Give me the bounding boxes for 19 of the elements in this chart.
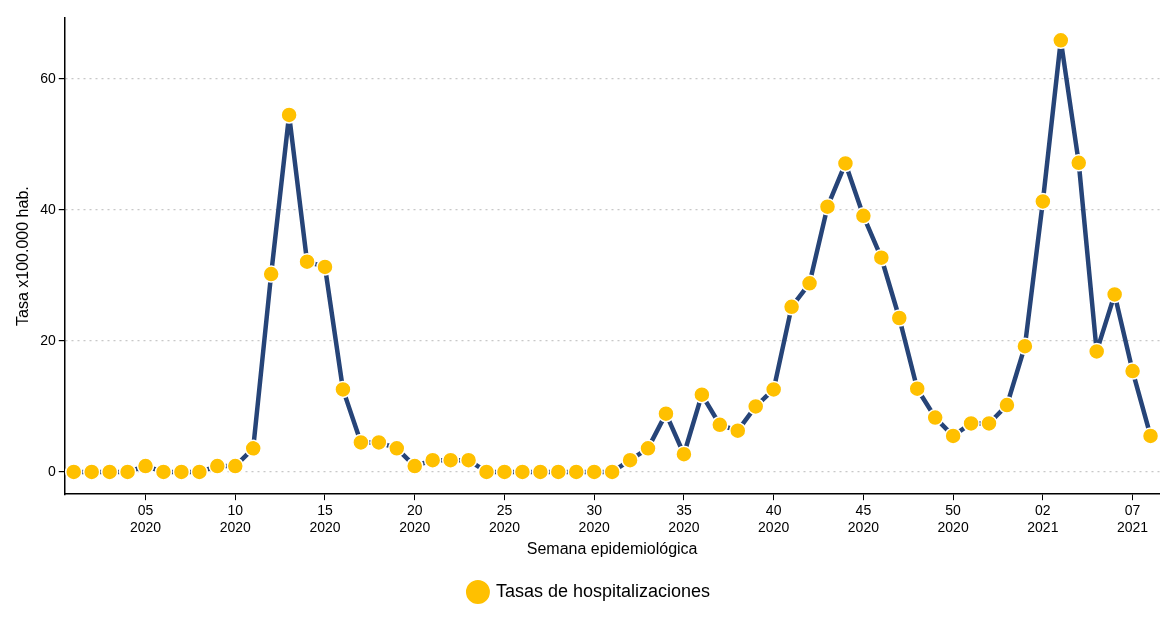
x-axis-title: Semana epidemiológica <box>526 539 698 557</box>
x-tick-label: 35 2020 <box>668 502 700 536</box>
x-tick-label: 20 2020 <box>399 502 431 536</box>
x-tick-label: 10 2020 <box>219 502 252 536</box>
x-tick-label: 25 2020 <box>488 502 521 536</box>
x-tick-label: 40 2020 <box>758 502 790 536</box>
x-tick-label: 50 2020 <box>937 502 969 536</box>
y-axis-title: Tasa x100.000 hab. <box>14 186 32 326</box>
x-tick-label: 45 2020 <box>847 502 880 536</box>
y-tick-label: 20 <box>40 331 56 348</box>
x-tick-label: 05 2020 <box>129 502 162 536</box>
x-tick-label: 02 2021 <box>1027 502 1059 536</box>
y-tick-label: 60 <box>40 69 56 86</box>
x-tick-label: 30 2020 <box>578 502 610 536</box>
y-tick-label: 40 <box>40 200 56 217</box>
x-tick-label: 07 2021 <box>1117 502 1149 536</box>
y-tick-label: 0 <box>47 462 56 479</box>
x-tick-label: 15 2020 <box>309 502 341 536</box>
legend-label: Tasas de hospitalizaciones <box>495 580 711 601</box>
